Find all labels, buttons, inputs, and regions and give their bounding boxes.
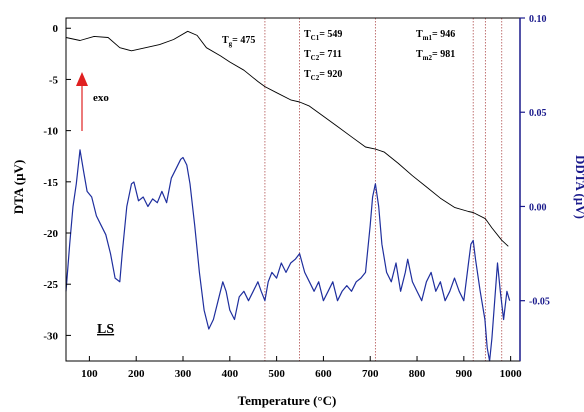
annotation-C1: TC1= 549 bbox=[304, 29, 342, 42]
exo-arrow-head bbox=[76, 72, 88, 86]
axis-ticks: 100 200 300 400 500 600 700 800 900 1000 0 -5 -10 -15… bbox=[43, 14, 550, 380]
annotation-C2: TC2= 711 bbox=[304, 49, 342, 62]
temperature-annotations: Tg= 475 TC1= 549 TC2= 711 TC2= 920 Tm1= 946 T… bbox=[222, 29, 455, 82]
exo-arrow bbox=[76, 72, 88, 131]
sample-label: LS bbox=[97, 322, 114, 337]
annotation-m2: Tm2= 981 bbox=[416, 49, 455, 62]
dta-series-line bbox=[65, 30, 509, 247]
y-left-tick-label: -10 bbox=[43, 126, 58, 138]
x-tick-label: 900 bbox=[456, 368, 473, 380]
annotation-g: Tg= 475 bbox=[222, 35, 255, 48]
x-tick-label: 800 bbox=[409, 368, 426, 380]
y-right-tick-label: -0.05 bbox=[529, 297, 550, 308]
y-left-tick-label: 0 bbox=[53, 23, 59, 35]
ddta-series-line bbox=[65, 149, 511, 362]
x-tick-label: 600 bbox=[315, 368, 332, 380]
x-tick-label: 1000 bbox=[500, 368, 523, 380]
y-left-tick-label: -20 bbox=[43, 228, 58, 240]
y-right-tick-label: 0.05 bbox=[529, 108, 547, 119]
annotation-C2: TC2= 920 bbox=[304, 69, 342, 82]
x-tick-label: 200 bbox=[128, 368, 145, 380]
y-left-tick-label: -5 bbox=[49, 74, 59, 86]
plot-frame bbox=[65, 17, 521, 362]
y-right-tick-label: 0.00 bbox=[529, 202, 547, 213]
x-axis-title: Temperature (°C) bbox=[238, 393, 337, 408]
annotation-m1: Tm1= 946 bbox=[416, 29, 455, 42]
y-left-tick-label: -30 bbox=[43, 330, 58, 342]
series-lines bbox=[65, 30, 511, 362]
x-tick-label: 300 bbox=[175, 368, 192, 380]
x-tick-label: 700 bbox=[362, 368, 379, 380]
y-axis-right-title: DDTA (µV) bbox=[573, 155, 584, 219]
y-axis-left-title: DTA (µV) bbox=[11, 160, 26, 215]
x-tick-label: 500 bbox=[268, 368, 285, 380]
x-tick-label: 100 bbox=[81, 368, 98, 380]
exo-label: exo bbox=[93, 92, 109, 104]
transition-lines bbox=[264, 18, 503, 361]
y-left-tick-label: -15 bbox=[43, 177, 58, 189]
y-right-tick-label: 0.10 bbox=[529, 14, 547, 25]
x-tick-label: 400 bbox=[222, 368, 239, 380]
y-left-tick-label: -25 bbox=[43, 279, 58, 291]
